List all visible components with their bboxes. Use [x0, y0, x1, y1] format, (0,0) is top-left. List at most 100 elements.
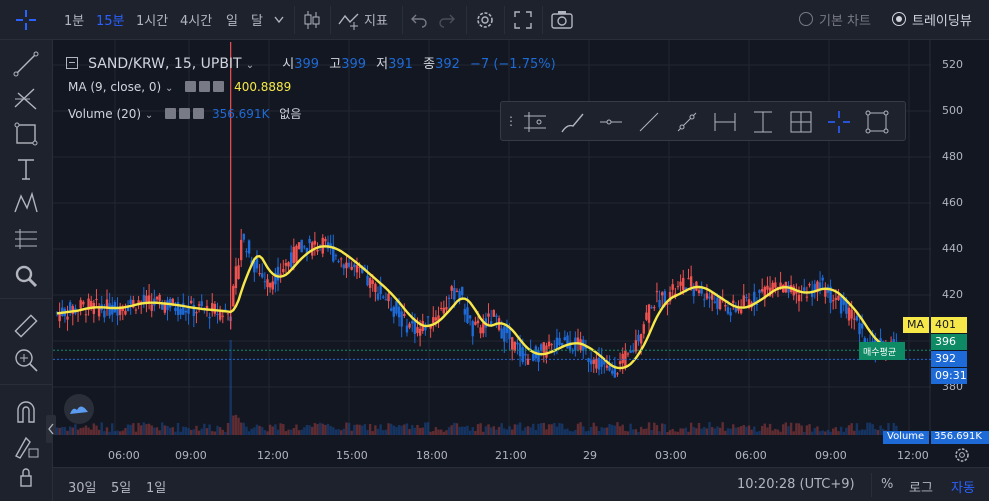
- volume-bar: [860, 429, 864, 435]
- candle-body: [639, 333, 643, 344]
- redo-icon[interactable]: [438, 11, 456, 32]
- time-tick-label: 15:00: [336, 449, 368, 462]
- percent-toggle[interactable]: %: [881, 477, 894, 492]
- volume-bar: [755, 431, 759, 435]
- volume-bar: [382, 430, 385, 435]
- volume-bar: [221, 429, 224, 435]
- candle-body: [710, 293, 714, 300]
- ma-visibility-icon[interactable]: [185, 81, 197, 92]
- collapse-toolbar-icon[interactable]: [46, 415, 56, 443]
- volume-remove-icon[interactable]: [193, 108, 205, 119]
- axis-settings-gear-icon[interactable]: [953, 446, 971, 467]
- date-range-icon[interactable]: [711, 108, 739, 136]
- volume-dropdown-icon[interactable]: ⌄: [144, 110, 154, 121]
- candle-body: [482, 322, 485, 334]
- brush-tool-icon[interactable]: [559, 108, 587, 136]
- fullscreen-icon[interactable]: [513, 10, 533, 33]
- volume-bar: [66, 430, 69, 435]
- line-segment-icon[interactable]: [635, 108, 663, 136]
- candle-body: [808, 284, 811, 286]
- screenshot-camera-icon[interactable]: [551, 10, 573, 33]
- volume-bar: [379, 424, 382, 435]
- indicator-button[interactable]: 지표: [364, 14, 388, 29]
- log-toggle[interactable]: 로그: [909, 481, 933, 496]
- fib-tool-icon[interactable]: [12, 85, 40, 113]
- interval-month[interactable]: 달: [251, 14, 263, 29]
- interval-15m[interactable]: 15분: [96, 14, 125, 29]
- range-1d[interactable]: 1일: [146, 481, 167, 496]
- basic-chart-label[interactable]: 기본 차트: [819, 14, 871, 29]
- ma-label[interactable]: MA (9, close, 0): [68, 80, 162, 94]
- interval-1h[interactable]: 1시간: [136, 14, 169, 29]
- volume-bar: [150, 425, 153, 435]
- lock-drawing-icon[interactable]: [12, 432, 40, 460]
- legend-collapse-icon[interactable]: [66, 57, 78, 69]
- radio-basic-chart[interactable]: [799, 12, 813, 26]
- avg-buy-price-tag[interactable]: 매수평균: [859, 342, 905, 360]
- long-position-tool-icon[interactable]: [521, 108, 549, 136]
- candle-body: [258, 273, 261, 275]
- select-box-icon[interactable]: [863, 108, 891, 136]
- interval-day[interactable]: 일: [226, 14, 238, 29]
- indicator-icon[interactable]: [338, 10, 360, 33]
- volume-bar: [742, 425, 745, 435]
- price-range-icon[interactable]: [749, 108, 777, 136]
- candle-body: [339, 258, 343, 260]
- candle-body: [287, 262, 290, 267]
- horizontal-ray-icon[interactable]: [597, 108, 625, 136]
- interval-dropdown-icon[interactable]: [274, 13, 284, 27]
- candle-body: [121, 308, 124, 312]
- zoom-search-icon[interactable]: [12, 262, 40, 290]
- radio-tradingview[interactable]: [892, 12, 906, 26]
- volume-bar: [816, 426, 819, 435]
- ma-remove-icon[interactable]: [213, 81, 225, 92]
- candlestick-chart[interactable]: [53, 40, 931, 435]
- candle-body: [653, 307, 656, 309]
- volume-bar: [518, 422, 522, 435]
- interval-1m[interactable]: 1분: [64, 14, 85, 29]
- volume-bar: [758, 430, 761, 435]
- zoom-in-icon[interactable]: [12, 346, 40, 374]
- tradingview-label[interactable]: 트레이딩뷰: [912, 14, 972, 29]
- magnet-icon[interactable]: [12, 398, 40, 426]
- volume-bar: [145, 424, 148, 435]
- volume-extra: 없음: [279, 107, 302, 121]
- crosshair-tool-icon[interactable]: [14, 8, 38, 32]
- ray-tool-icon[interactable]: [673, 108, 701, 136]
- eraser-lock-icon[interactable]: [12, 466, 40, 494]
- symbol-name[interactable]: SAND/KRW, 15, UPBIT: [88, 56, 242, 72]
- date-price-range-icon[interactable]: [787, 108, 815, 136]
- symbol-dropdown-icon[interactable]: ⌄: [245, 60, 255, 71]
- volume-visibility-icon[interactable]: [165, 108, 177, 119]
- ma-dropdown-icon[interactable]: ⌄: [165, 83, 174, 94]
- ruler-measure-icon[interactable]: [12, 312, 40, 340]
- settings-gear-icon[interactable]: [474, 9, 496, 34]
- app-logo-icon[interactable]: [64, 394, 94, 424]
- volume-bar: [155, 427, 159, 435]
- candle-type-icon[interactable]: [302, 9, 322, 34]
- volume-bar: [168, 427, 172, 435]
- text-tool-icon[interactable]: [12, 155, 40, 183]
- crosshair-active-icon[interactable]: [825, 108, 853, 136]
- volume-label[interactable]: Volume (20): [68, 107, 142, 121]
- candle-body: [463, 309, 467, 315]
- volume-bar: [487, 424, 490, 435]
- candle-body: [242, 233, 246, 240]
- range-5d[interactable]: 5일: [111, 481, 132, 496]
- candle-body: [589, 360, 593, 365]
- candle-body: [734, 307, 738, 312]
- auto-toggle[interactable]: 자동: [951, 481, 975, 496]
- undo-icon[interactable]: [410, 11, 428, 32]
- volume-settings-icon[interactable]: [179, 108, 191, 119]
- trend-line-tool-icon[interactable]: [12, 50, 40, 78]
- volume-bar: [558, 423, 561, 435]
- projection-tool-icon[interactable]: [12, 225, 40, 253]
- interval-4h[interactable]: 4시간: [180, 14, 213, 29]
- volume-bar: [466, 425, 469, 435]
- pattern-tool-icon[interactable]: [12, 190, 40, 218]
- drag-handle-icon[interactable]: ⋮: [505, 114, 517, 128]
- rectangle-tool-icon[interactable]: [12, 120, 40, 148]
- volume-bar: [403, 424, 406, 435]
- range-30d[interactable]: 30일: [68, 481, 97, 496]
- ma-settings-icon[interactable]: [199, 81, 211, 92]
